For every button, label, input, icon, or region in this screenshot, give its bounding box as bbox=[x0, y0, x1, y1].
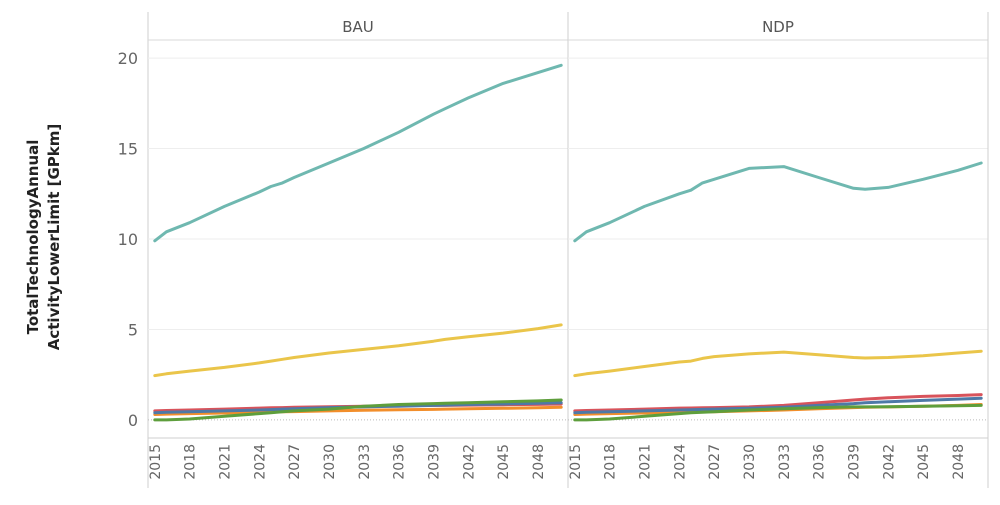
series-line bbox=[573, 396, 983, 415]
x-tick-label: 2021 bbox=[217, 444, 233, 480]
y-tick-label: 5 bbox=[128, 320, 138, 339]
x-tick-label: 2039 bbox=[846, 444, 862, 480]
x-tick-label: 2033 bbox=[777, 444, 793, 480]
x-tick-label: 2030 bbox=[322, 444, 338, 480]
x-tick-label: 2048 bbox=[951, 444, 967, 480]
series-line bbox=[573, 161, 983, 243]
y-tick-label: 0 bbox=[128, 411, 138, 430]
series-line bbox=[573, 349, 983, 378]
x-tick-label: 2021 bbox=[637, 444, 653, 480]
series-line bbox=[153, 405, 563, 416]
x-tick-label: 2036 bbox=[392, 444, 408, 480]
x-tick-label: 2018 bbox=[183, 444, 199, 480]
x-tick-label: 2042 bbox=[881, 444, 897, 480]
y-axis-title-line-2: ActivityLowerLimit [GPkm] bbox=[45, 124, 63, 350]
x-tick-label: 2030 bbox=[742, 444, 758, 480]
x-tick-label: 2039 bbox=[426, 444, 442, 480]
x-tick-label: 2048 bbox=[531, 444, 547, 480]
series-line bbox=[153, 398, 563, 422]
x-tick-label: 2027 bbox=[287, 444, 303, 480]
series-line bbox=[153, 323, 563, 378]
panel-bau: BAU 2015 2018 2021 2024 2027 2030 2033 2036 2039 2… bbox=[148, 12, 569, 488]
x-tick-label: 2015 bbox=[148, 444, 164, 480]
panel-title: BAU bbox=[342, 18, 374, 36]
x-tick-label: 2024 bbox=[672, 444, 688, 480]
x-tick-label: 2045 bbox=[496, 444, 512, 480]
x-tick-label: 2027 bbox=[707, 444, 723, 480]
x-tick-label: 2036 bbox=[812, 444, 828, 480]
chart-panels: 0 5 10 15 20 BAU 2015 2018 2021 2024 2027 2030 2033 2… bbox=[118, 12, 989, 488]
y-tick-label: 20 bbox=[118, 49, 138, 68]
x-tick-label: 2024 bbox=[252, 444, 268, 480]
y-tick-label: 10 bbox=[118, 230, 138, 249]
panel-title: NDP bbox=[762, 18, 794, 36]
y-axis-title: TotalTechnologyAnnual ActivityLowerLimit… bbox=[24, 124, 63, 350]
y-axis-title-line-1: TotalTechnologyAnnual bbox=[24, 140, 42, 335]
x-tick-label: 2045 bbox=[916, 444, 932, 480]
series-line bbox=[153, 63, 563, 243]
series-line bbox=[573, 403, 983, 422]
y-tick-label: 15 bbox=[118, 140, 138, 159]
x-tick-label: 2033 bbox=[357, 444, 373, 480]
x-tick-label: 2042 bbox=[461, 444, 477, 480]
x-tick-label: 2015 bbox=[568, 444, 584, 480]
x-tick-label: 2018 bbox=[603, 444, 619, 480]
panel-ndp: NDP 2015 2018 2021 2024 2027 2030 2033 2036 2039 2… bbox=[568, 12, 989, 488]
